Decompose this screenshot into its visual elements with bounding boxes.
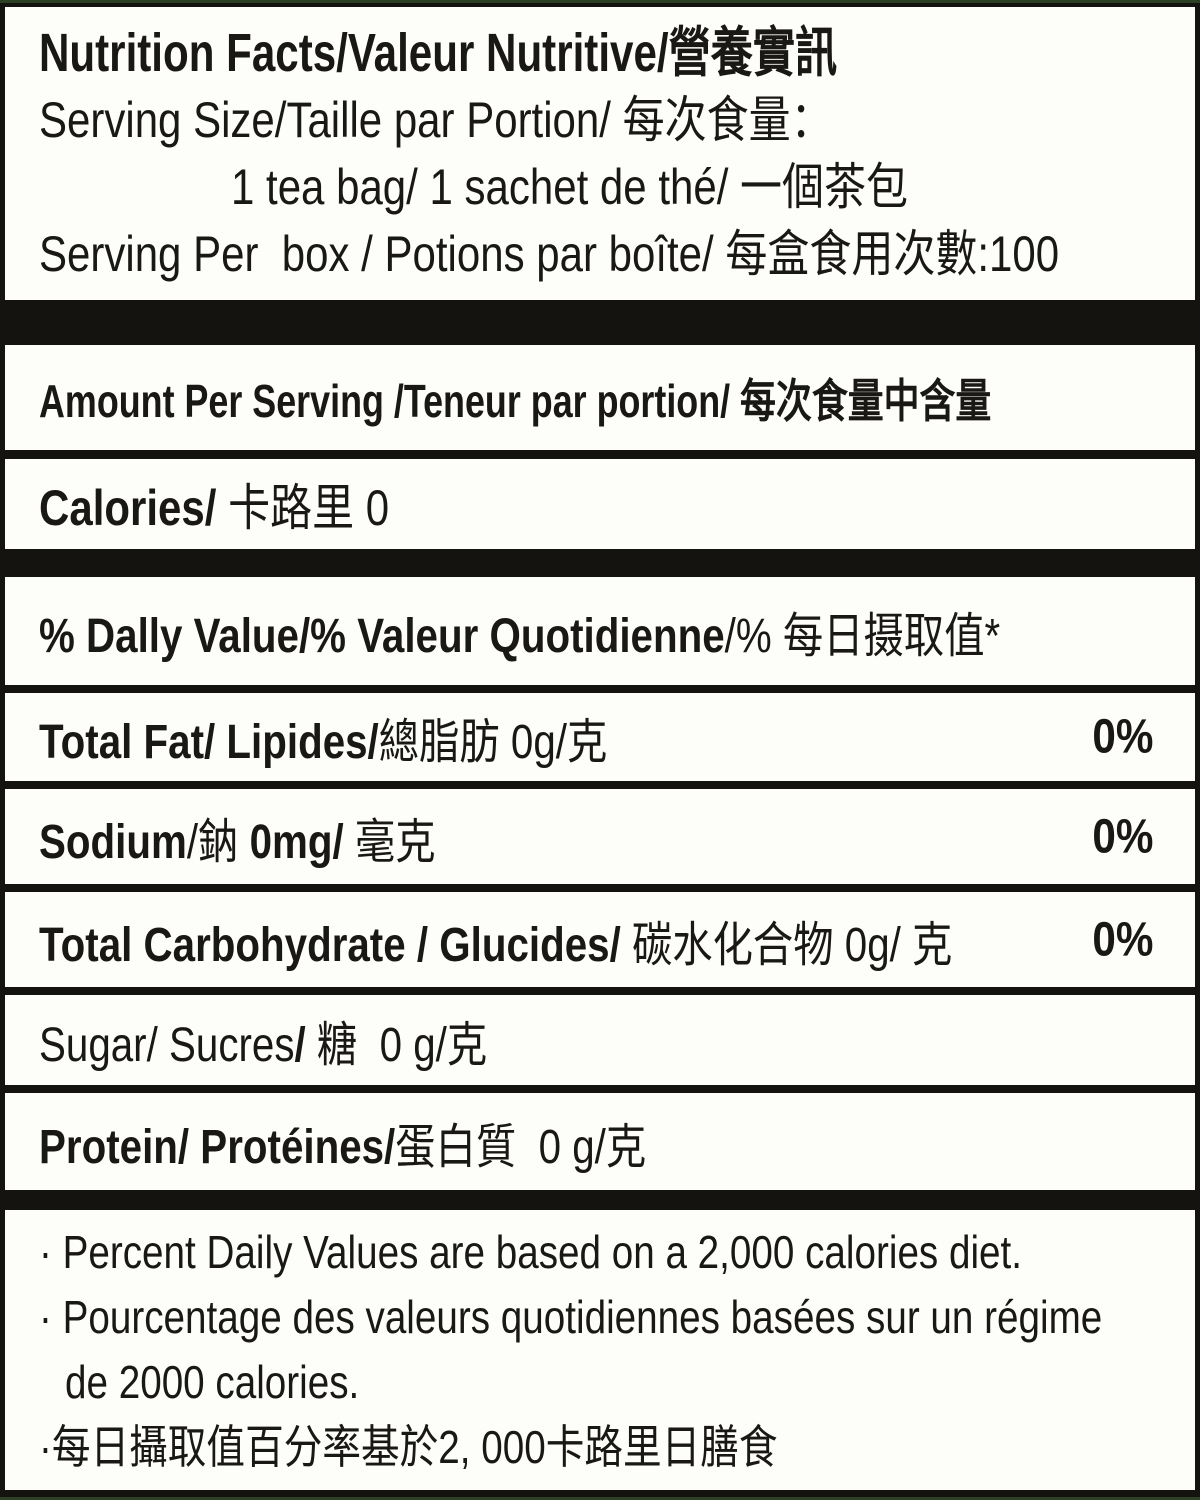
row-total-carbohydrate: Total Carbohydrate / Glucides/ 碳水化合物 0g/… [5,892,1195,987]
serving-size-line: Serving Size/Taille par Portion/ 每次食量： [39,91,833,148]
row-total-fat-text: Total Fat/ Lipides/總脂肪 0g/克 [39,716,608,769]
footnote-french-2: de 2000 calories. [65,1356,360,1408]
footnote-english: · Percent Daily Values are based on a 2,… [39,1226,1023,1278]
label-title-text: Nutrition Facts/Valeur Nutritive/營養實訊 [39,22,838,83]
servings-per-box-line: Serving Per box / Potions par boîte/ 每盒食… [39,225,1060,282]
row-total-carbohydrate-dv: 0% [1091,913,1153,966]
daily-value-header-text: % Dally Value/% Valeur Quotidienne/% 每日摄… [39,610,1001,663]
amount-per-serving-header: Amount Per Serving /Teneur par portion/ … [5,345,1195,450]
daily-value-header: % Dally Value/% Valeur Quotidienne/% 每日摄… [5,577,1195,685]
row-total-carbohydrate-text: Total Carbohydrate / Glucides/ 碳水化合物 0g/… [39,918,953,972]
row-sugar: Sugar/ Sucres/ 糖 0 g/克 [5,995,1195,1085]
row-total-fat: Total Fat/ Lipides/總脂肪 0g/克 0% [5,693,1195,781]
header-section: Nutrition Facts/Valeur Nutritive/營養實訊 Se… [5,7,1195,300]
row-protein-text: Protein/ Protéines/蛋白質 0 g/克 [39,1120,647,1174]
calories-text: Calories/ 卡路里 0 [39,480,390,536]
row-sodium-dv: 0% [1091,810,1153,863]
footnotes-section: · Percent Daily Values are based on a 2,… [5,1210,1195,1490]
calories-row: Calories/ 卡路里 0 [5,459,1195,549]
row-protein: Protein/ Protéines/蛋白質 0 g/克 [5,1093,1195,1190]
row-sodium-text: Sodium/鈉 0mg/ 毫克 [39,815,436,869]
footnote-chinese: ·每日攝取值百分率基於2, 000卡路里日膳食 [39,1421,778,1473]
row-sodium: Sodium/鈉 0mg/ 毫克 0% [5,789,1195,884]
footnote-french-1: · Pourcentage des valeurs quotidiennes b… [39,1291,1103,1343]
amount-per-serving-text: Amount Per Serving /Teneur par portion/ … [39,374,992,427]
serving-size-value: 1 tea bag/ 1 sachet de thé/ 一個茶包 [231,158,909,215]
row-total-fat-dv: 0% [1091,710,1153,764]
label-title: Nutrition Facts/Valeur Nutritive/營養實訊 [39,20,1161,87]
row-sugar-text: Sugar/ Sucres/ 糖 0 g/克 [39,1019,488,1072]
